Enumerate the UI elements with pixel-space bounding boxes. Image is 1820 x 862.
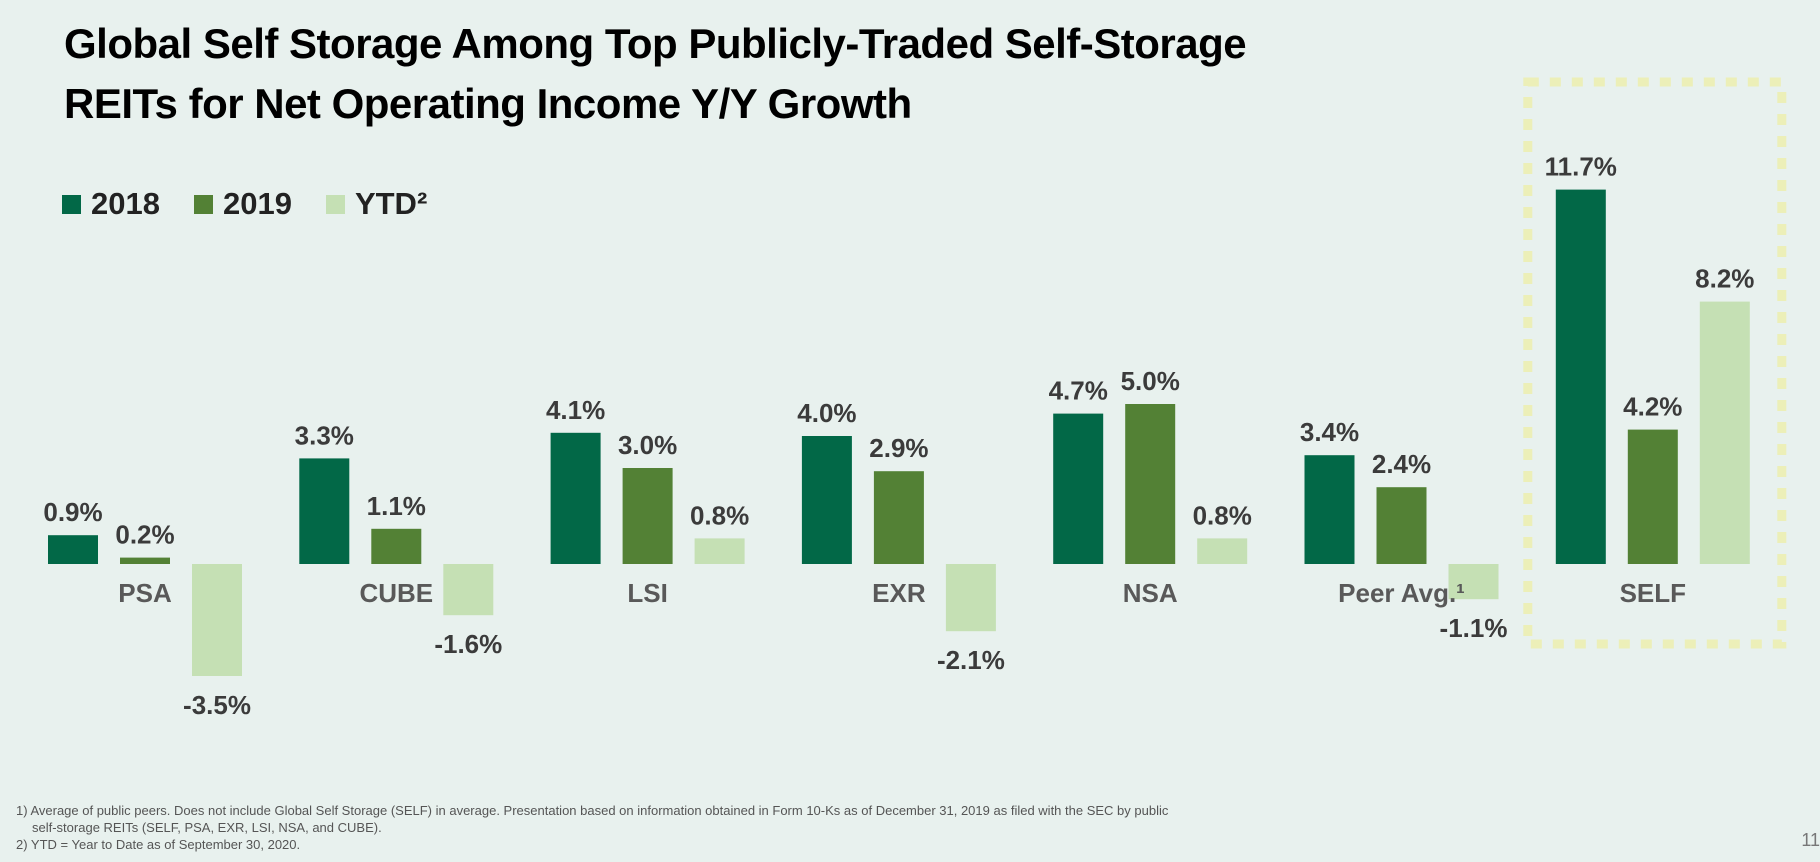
bar-peer-avg-2019	[1376, 487, 1427, 564]
footnote-2: 2) YTD = Year to Date as of September 30…	[16, 837, 301, 852]
category-label-self: SELF	[1620, 578, 1686, 608]
bar-exr-2019	[873, 471, 924, 564]
bar-lsi-ytd	[694, 538, 745, 564]
bar-self-ytd	[1699, 301, 1750, 564]
title-line-2: REITs for Net Operating Income Y/Y Growt…	[64, 80, 912, 127]
data-label-nsa-ytd: 0.8%	[1193, 500, 1252, 530]
title-line-1: Global Self Storage Among Top Publicly-T…	[64, 20, 1247, 67]
highlight-box-self	[1523, 77, 1787, 649]
data-label-peer-avg-2019: 2.4%	[1372, 449, 1431, 479]
data-label-peer-avg-2018: 3.4%	[1300, 417, 1359, 447]
data-label-exr-ytd: -2.1%	[937, 645, 1005, 675]
bar-peer-avg-2018	[1304, 455, 1355, 564]
footnote-1: 1) Average of public peers. Does not inc…	[16, 803, 1169, 818]
legend-label-2019: 2019	[222, 186, 292, 221]
bar-nsa-ytd	[1197, 538, 1248, 564]
data-label-cube-2019: 1.1%	[367, 491, 426, 521]
category-label-peer-avg: Peer Avg.¹	[1338, 578, 1465, 608]
legend-item-ytd: YTD²	[325, 186, 428, 222]
category-label-cube: CUBE	[359, 578, 433, 608]
bar-psa-2019	[120, 557, 170, 564]
bar-self-2018	[1555, 189, 1606, 564]
footnotes: 1) Average of public peers. Does not inc…	[16, 802, 1168, 853]
data-label-self-2018: 11.7%	[1545, 152, 1617, 182]
bar-psa-2018	[48, 535, 98, 564]
bar-nsa-2019	[1125, 404, 1176, 564]
category-label-nsa: NSA	[1123, 578, 1178, 608]
data-label-self-2019: 4.2%	[1623, 392, 1682, 422]
bar-lsi-2019	[622, 468, 673, 564]
category-label-psa: PSA	[118, 578, 172, 608]
page-title: Global Self Storage Among Top Publicly-T…	[64, 14, 1464, 134]
bar-exr-ytd	[945, 564, 996, 632]
bar-cube-2018	[299, 458, 350, 564]
bar-psa-ytd	[192, 564, 242, 676]
bar-peer-avg-ytd	[1448, 564, 1499, 600]
data-label-psa-ytd: -3.5%	[183, 690, 251, 720]
data-label-cube-2018: 3.3%	[295, 420, 354, 450]
bar-nsa-2018	[1053, 413, 1104, 564]
data-label-psa-2019: 0.2%	[115, 520, 174, 550]
legend-item-2018: 2018	[62, 186, 160, 222]
legend-swatch-ytd	[325, 194, 345, 214]
data-label-lsi-2019: 3.0%	[618, 430, 677, 460]
legend-item-2019: 2019	[193, 186, 292, 222]
data-label-nsa-2018: 4.7%	[1049, 376, 1108, 406]
bar-exr-2018	[801, 436, 852, 564]
data-label-exr-2018: 4.0%	[797, 398, 856, 428]
data-label-lsi-ytd: 0.8%	[690, 500, 749, 530]
data-label-exr-2019: 2.9%	[869, 433, 928, 463]
bar-self-2019	[1627, 429, 1678, 564]
legend-label-ytd: YTD²	[354, 186, 428, 221]
bar-cube-ytd	[443, 564, 494, 616]
data-label-nsa-2019: 5.0%	[1121, 366, 1180, 396]
data-label-peer-avg-ytd: -1.1%	[1440, 613, 1508, 643]
chart-legend: 2018 2019 YTD²	[62, 186, 427, 222]
data-label-cube-ytd: -1.6%	[434, 629, 502, 659]
footnote-1-continued: self-storage REITs (SELF, PSA, EXR, LSI,…	[32, 820, 382, 835]
data-label-self-ytd: 8.2%	[1695, 264, 1754, 294]
category-label-exr: EXR	[872, 578, 926, 608]
data-label-lsi-2018: 4.1%	[546, 395, 605, 425]
legend-swatch-2018	[62, 194, 81, 214]
legend-label-2018: 2018	[91, 186, 160, 221]
data-label-psa-2018: 0.9%	[43, 497, 102, 527]
page-number: 11	[1801, 830, 1820, 850]
legend-swatch-2019	[193, 194, 213, 214]
category-label-lsi: LSI	[627, 578, 667, 608]
bar-cube-2019	[371, 528, 422, 564]
bar-lsi-2018	[550, 432, 601, 564]
